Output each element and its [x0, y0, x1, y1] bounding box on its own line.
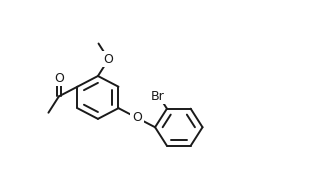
Text: O: O — [104, 53, 114, 66]
Text: O: O — [132, 111, 142, 124]
Text: O: O — [54, 72, 64, 85]
Text: Br: Br — [151, 90, 165, 103]
